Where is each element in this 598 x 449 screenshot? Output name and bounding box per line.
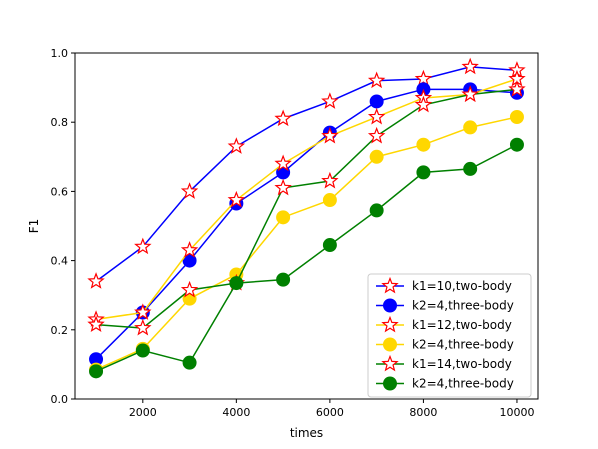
data-point: [274, 109, 292, 127]
legend-label: k2=4,three-body: [412, 377, 514, 391]
data-point: [367, 126, 386, 144]
legend-swatch-marker: [381, 354, 399, 372]
legend-swatch-marker: [383, 376, 397, 391]
y-tick-label: 0.8: [51, 116, 69, 129]
data-point: [463, 120, 478, 135]
data-point: [414, 95, 433, 113]
series-line: [95, 88, 518, 360]
data-point: [508, 80, 526, 97]
x-axis-label: times: [290, 426, 323, 440]
data-point: [321, 171, 339, 189]
data-point: [509, 137, 524, 152]
x-tick-label: 8000: [409, 406, 437, 419]
data-point: [461, 57, 479, 75]
data-point: [135, 343, 150, 358]
data-point: [369, 94, 384, 109]
series-0: [87, 57, 526, 289]
series-4: [87, 80, 526, 336]
legend-entry-0: k1=10,two-body: [376, 276, 512, 294]
legend-box: [367, 273, 532, 398]
data-point: [134, 303, 152, 320]
legend: k1=10,two-body k2=4,three-body k1=12,two-b…: [367, 273, 532, 398]
data-point: [461, 85, 479, 102]
data-point: [322, 238, 337, 253]
data-point: [182, 355, 197, 370]
data-point: [227, 137, 246, 154]
data-point: [180, 182, 199, 199]
legend-label: k2=4,three-body: [412, 338, 514, 352]
x-tick-label: 6000: [316, 406, 344, 419]
data-point: [367, 107, 386, 125]
series-5: [89, 137, 524, 379]
data-point: [89, 364, 104, 379]
data-point: [87, 315, 105, 333]
legend-entry-4: k1=14,two-body: [376, 354, 512, 372]
data-point: [274, 178, 292, 196]
legend-label: k1=10,two-body: [412, 279, 512, 293]
series-line: [95, 116, 518, 371]
y-tick-label: 0.4: [51, 255, 69, 268]
legend-label: k1=14,two-body: [412, 357, 512, 371]
y-axis-label: F1: [27, 219, 41, 234]
data-point: [134, 237, 152, 255]
legend-swatch-marker: [381, 315, 399, 333]
data-point: [321, 92, 339, 109]
data-point: [87, 272, 105, 289]
axes-frame: [74, 52, 539, 400]
data-point: [416, 165, 431, 180]
legend-swatch-marker: [383, 298, 397, 313]
legend-entry-2: k1=12,two-body: [376, 315, 512, 333]
legend-swatch-marker: [381, 276, 399, 294]
data-point: [276, 272, 291, 287]
series-line: [95, 78, 518, 321]
x-tick-label: 4000: [222, 406, 250, 419]
data-point: [321, 126, 339, 144]
legend-entry-1: k2=4,three-body: [376, 298, 514, 313]
data-point: [369, 149, 384, 164]
legend-entry-5: k2=4,three-body: [376, 376, 514, 391]
legend-label: k2=4,three-body: [412, 299, 514, 313]
x-tick-label: 2000: [129, 406, 157, 419]
data-point: [180, 280, 199, 298]
axes: 2000 4000 6000 8000 10000 0.0 0.2 0.4 0.6 0.8 1.0 t…: [27, 47, 539, 440]
data-point: [180, 241, 199, 258]
plot-area: [87, 57, 526, 379]
series-line: [95, 88, 518, 329]
data-point: [414, 69, 433, 87]
y-tick-label: 0.6: [51, 185, 69, 198]
series-line: [95, 144, 518, 373]
legend-label: k1=12,two-body: [412, 318, 512, 332]
y-tick-label: 1.0: [51, 47, 69, 60]
series-line: [95, 66, 518, 282]
x-tick-label: 10000: [499, 406, 534, 419]
y-tick-label: 0.0: [51, 393, 69, 406]
legend-entry-3: k2=4,three-body: [376, 337, 514, 352]
data-point: [463, 161, 478, 176]
legend-swatch-marker: [383, 337, 397, 352]
data-point: [229, 276, 244, 291]
data-point: [369, 203, 384, 218]
data-point: [274, 154, 292, 172]
data-point: [276, 210, 291, 225]
data-point: [134, 318, 152, 336]
data-point: [322, 193, 337, 208]
y-tick-label: 0.2: [51, 324, 69, 337]
data-point: [416, 137, 431, 152]
data-point: [367, 71, 386, 89]
data-point: [509, 110, 524, 125]
data-point: [227, 190, 246, 208]
